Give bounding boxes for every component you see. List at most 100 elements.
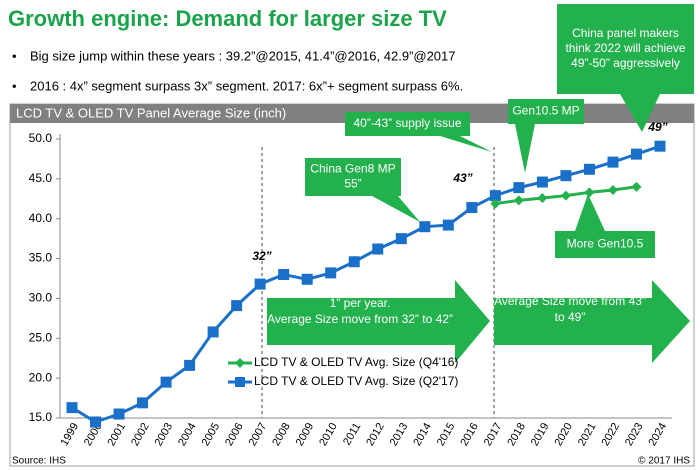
y-tick-label: 45.0 xyxy=(29,171,53,185)
marker xyxy=(113,408,125,420)
x-tick-label: 2014 xyxy=(411,421,434,448)
x-tick-label: 2002 xyxy=(129,421,152,448)
y-tick-label: 30.0 xyxy=(29,291,53,305)
marker xyxy=(490,198,501,209)
callout-box xyxy=(345,112,470,136)
callout-text: China Gen8 MP xyxy=(310,162,395,176)
arrow-text: Average Size move from 43” xyxy=(494,294,646,308)
y-tick-label: 15.0 xyxy=(29,410,53,424)
marker xyxy=(184,359,196,371)
marker xyxy=(66,402,78,414)
marker xyxy=(560,170,572,182)
y-tick-label: 20.0 xyxy=(29,370,53,384)
callout-pointer xyxy=(440,136,492,152)
callout-box xyxy=(508,99,584,124)
callout-text: 49”-50” aggressively xyxy=(571,56,680,70)
marker xyxy=(631,181,642,192)
marker xyxy=(207,326,219,338)
x-tick-label: 2015 xyxy=(435,421,458,448)
callout-text: think 2022 will achieve xyxy=(565,41,685,55)
x-tick-label: 2021 xyxy=(576,421,599,448)
y-tick-label: 50.0 xyxy=(29,131,53,145)
x-tick-label: 2010 xyxy=(317,421,340,448)
x-tick-label: 2013 xyxy=(388,421,411,448)
x-tick-label: 2004 xyxy=(176,421,199,448)
marker xyxy=(442,219,454,231)
marker xyxy=(348,256,360,268)
marker xyxy=(607,185,618,196)
x-tick-label: 2024 xyxy=(646,421,669,448)
marker xyxy=(513,182,525,194)
x-tick-label: 2005 xyxy=(200,421,223,448)
x-tick-label: 2009 xyxy=(294,421,317,448)
marker xyxy=(278,269,290,281)
marker xyxy=(654,140,666,152)
point-label: 49” xyxy=(647,120,667,134)
marker xyxy=(560,190,571,201)
marker xyxy=(630,148,642,160)
callout-box xyxy=(557,4,694,94)
arrow-text: Average Size move from 32” to 42” xyxy=(267,312,453,326)
x-tick-label: 2016 xyxy=(458,421,481,448)
callout-pointer xyxy=(620,94,660,132)
marker xyxy=(513,195,524,206)
legend-marker xyxy=(235,358,245,368)
y-tick-label: 40.0 xyxy=(29,211,53,225)
copyright: © 2017 IHS xyxy=(638,456,690,467)
marker xyxy=(301,273,313,285)
marker xyxy=(607,156,619,168)
bullet: Big size jump within these years : 39.2”… xyxy=(30,48,456,63)
callout-text: China panel makers xyxy=(572,26,679,40)
marker xyxy=(160,376,172,388)
y-tick-label: 35.0 xyxy=(29,251,53,265)
marker xyxy=(325,267,337,279)
point-label: 32” xyxy=(252,249,271,263)
arrow-text: to 49” xyxy=(555,310,586,324)
callout-text: More Gen10.5 xyxy=(567,237,644,251)
marker xyxy=(536,176,548,188)
x-tick-label: 2019 xyxy=(529,421,552,448)
callout-text: 40”-43” supply issue xyxy=(353,116,461,130)
chart-title: LCD TV & OLED TV Panel Average Size (inc… xyxy=(16,105,286,120)
x-tick-label: 2003 xyxy=(153,421,176,448)
callout-pointer xyxy=(575,194,605,231)
x-tick-label: 2017 xyxy=(482,421,505,448)
x-tick-label: 2001 xyxy=(106,421,129,448)
marker xyxy=(231,300,243,312)
x-tick-label: 2012 xyxy=(364,421,387,448)
x-tick-label: 1999 xyxy=(58,421,81,448)
marker xyxy=(584,187,595,198)
marker xyxy=(137,397,149,409)
x-tick-label: 2018 xyxy=(505,421,528,448)
x-tick-label: 2006 xyxy=(223,421,246,448)
source: Source: IHS xyxy=(12,456,66,467)
arrow xyxy=(267,280,490,363)
legend-label: LCD TV & OLED TV Avg. Size (Q4'16) xyxy=(254,355,458,369)
arrow-text: 1” per year. xyxy=(330,296,391,310)
bullet-marker: • xyxy=(12,48,17,63)
x-tick-label: 2020 xyxy=(552,421,575,448)
bullet: 2016 : 4x” segment surpass 3x” segment. … xyxy=(30,78,463,93)
marker xyxy=(395,233,407,245)
point-label: 43” xyxy=(452,171,472,185)
marker xyxy=(583,163,595,175)
x-tick-label: 2022 xyxy=(599,421,622,448)
x-tick-label: 2011 xyxy=(341,421,363,447)
marker xyxy=(372,243,384,255)
y-tick-label: 25.0 xyxy=(29,330,53,344)
callout-pointer xyxy=(515,124,535,173)
marker xyxy=(489,190,501,202)
marker xyxy=(419,221,431,233)
marker xyxy=(466,202,478,214)
slide-title: Growth engine: Demand for larger size TV xyxy=(8,6,447,31)
marker xyxy=(537,192,548,203)
callout-text: Gen10.5 MP xyxy=(512,104,579,118)
callout-box xyxy=(305,158,401,196)
callout-box xyxy=(555,231,655,258)
callout-pointer xyxy=(372,196,420,222)
legend-marker xyxy=(235,377,245,387)
legend-label: LCD TV & OLED TV Avg. Size (Q2'17) xyxy=(254,374,458,388)
x-tick-label: 2008 xyxy=(270,421,293,448)
bullet-marker: • xyxy=(12,78,17,93)
